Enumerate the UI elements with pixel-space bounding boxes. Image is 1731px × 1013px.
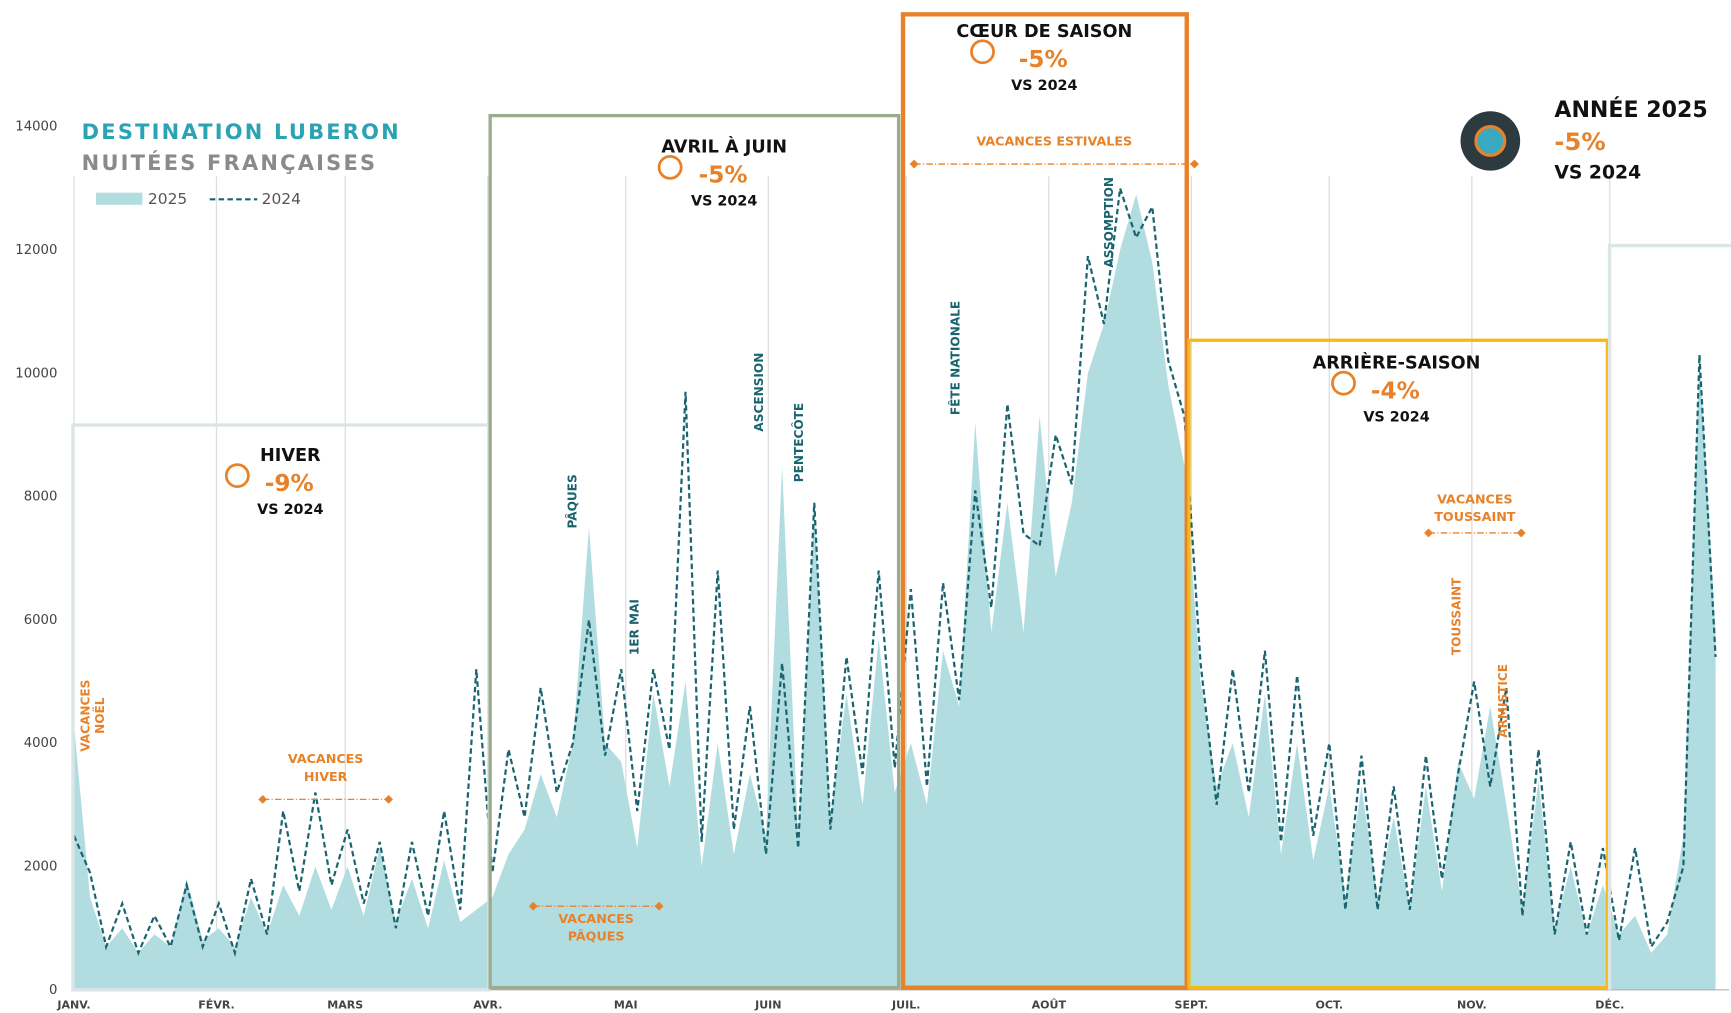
vacation-label: VACANCES xyxy=(558,911,634,926)
holiday-label: ARMISTICE xyxy=(1496,664,1510,738)
period-box xyxy=(1187,338,1610,990)
x-tick-label: JANV. xyxy=(56,998,90,1011)
chart-title: DESTINATION LUBERON xyxy=(82,120,401,144)
vacation-end xyxy=(258,794,268,804)
x-tick-label: NOV. xyxy=(1457,998,1487,1011)
period-change: -4% xyxy=(1371,379,1420,405)
period-note: VS 2024 xyxy=(691,194,757,210)
vacation-label: VACANCES xyxy=(1437,491,1513,506)
holiday-label: 1ER MAI xyxy=(627,599,641,655)
holiday-label: FÊTE NATIONALE xyxy=(948,301,963,415)
vacation-label: VACANCES xyxy=(288,751,364,766)
holiday-label: PENTECÔTE xyxy=(791,403,806,482)
period-box xyxy=(900,12,1189,990)
x-tick-label: FÉVR. xyxy=(198,998,235,1011)
legend-label: 2025 xyxy=(148,190,187,208)
line-2024 xyxy=(72,187,1717,958)
period-note: VS 2024 xyxy=(1011,78,1077,94)
legend-swatch xyxy=(96,192,143,205)
vacation-end xyxy=(1424,528,1433,538)
summary-icon xyxy=(1474,124,1507,157)
period-change: -5% xyxy=(699,163,748,189)
holiday-label: VACANCES xyxy=(79,680,93,752)
y-tick-label: 0 xyxy=(49,983,57,998)
x-tick-label: JUIN xyxy=(754,998,781,1011)
x-tick-label: MAI xyxy=(614,998,638,1011)
period-note: VS 2024 xyxy=(257,502,323,518)
x-tick-label: MARS xyxy=(327,998,363,1011)
period-box xyxy=(488,113,901,990)
x-tick-label: JUIL. xyxy=(891,998,920,1011)
summary-note: VS 2024 xyxy=(1554,162,1641,183)
vacation-label: PÂQUES xyxy=(568,929,625,944)
period-title: ARRIÈRE-SAISON xyxy=(1313,351,1481,373)
period-note: VS 2024 xyxy=(1363,409,1429,425)
vacation-label: HIVER xyxy=(304,769,348,784)
holiday-label: ASSOMPTION xyxy=(1102,177,1116,268)
y-tick-label: 10000 xyxy=(15,366,57,381)
december-box xyxy=(1607,243,1731,990)
y-tick-label: 12000 xyxy=(15,243,57,258)
summary-title: ANNÉE 2025 xyxy=(1554,97,1707,123)
y-tick-label: 8000 xyxy=(24,490,58,505)
area-2025 xyxy=(73,194,1716,990)
period-change: -5% xyxy=(1019,47,1068,73)
chart-subtitle: NUITÉES FRANÇAISES xyxy=(82,150,378,175)
summary-change: -5% xyxy=(1554,127,1605,156)
x-tick-label: DÉC. xyxy=(1595,998,1624,1011)
x-tick-label: SEPT. xyxy=(1175,998,1209,1011)
y-tick-label: 6000 xyxy=(24,613,58,628)
period-icon xyxy=(224,463,250,489)
holiday-label: TOUSSAINT xyxy=(1450,577,1464,655)
holiday-label: NOËL xyxy=(92,697,107,734)
period-icon xyxy=(657,154,683,180)
vacation-label: TOUSSAINT xyxy=(1434,509,1516,524)
vacation-end xyxy=(909,159,919,169)
holiday-label: ASCENSION xyxy=(752,353,766,432)
period-icon xyxy=(1331,370,1356,396)
period-title: CŒUR DE SAISON xyxy=(956,22,1132,42)
vacation-end xyxy=(1516,528,1526,538)
y-tick-label: 14000 xyxy=(15,120,57,135)
x-tick-label: AVR. xyxy=(473,998,502,1011)
period-icon xyxy=(970,39,995,65)
vacation-label: VACANCES ESTIVALES xyxy=(976,134,1132,149)
holiday-label: PÂQUES xyxy=(564,474,579,528)
vacation-end xyxy=(384,794,394,804)
period-change: -9% xyxy=(265,471,314,497)
period-title: HIVER xyxy=(260,446,321,466)
x-tick-label: AOÛT xyxy=(1032,998,1067,1011)
period-title: AVRIL À JUIN xyxy=(661,136,787,158)
vacation-end xyxy=(1190,159,1199,169)
y-tick-label: 4000 xyxy=(24,736,58,751)
y-tick-label: 2000 xyxy=(24,860,58,875)
legend-label: 2024 xyxy=(262,190,301,208)
x-tick-label: OCT. xyxy=(1316,998,1344,1011)
vacation-end xyxy=(654,901,664,911)
